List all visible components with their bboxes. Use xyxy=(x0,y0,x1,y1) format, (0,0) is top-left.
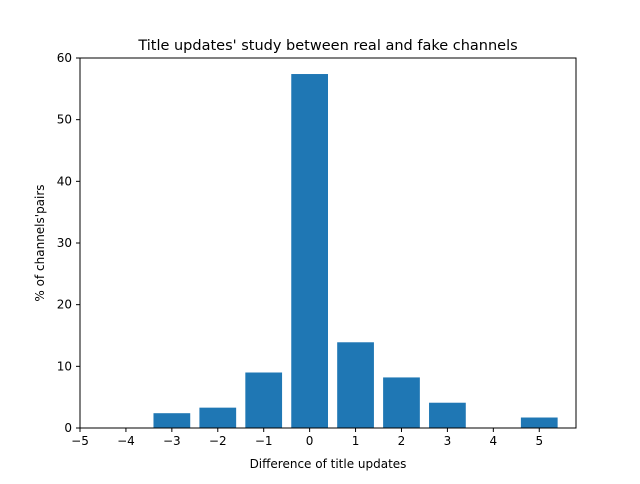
x-tick-label: 0 xyxy=(306,434,314,448)
y-axis-ticks: 0 10 20 30 40 50 60 xyxy=(57,51,80,435)
x-tick-label: 1 xyxy=(352,434,360,448)
x-tick-label: 5 xyxy=(535,434,543,448)
y-tick-label: 10 xyxy=(57,359,72,373)
chart-title: Title updates' study between real and fa… xyxy=(137,38,517,54)
bar-5 xyxy=(520,417,558,428)
x-tick-label: 3 xyxy=(444,434,452,448)
x-tick-label: −1 xyxy=(255,434,273,448)
bar-3 xyxy=(429,402,466,428)
y-tick-label: 20 xyxy=(57,298,72,312)
x-tick-label: −5 xyxy=(71,434,89,448)
y-tick-label: 50 xyxy=(57,113,72,127)
bar-1 xyxy=(337,342,374,428)
y-tick-label: 30 xyxy=(57,236,72,250)
bar-neg1 xyxy=(245,372,283,428)
bar-0 xyxy=(291,74,328,428)
x-tick-label: 2 xyxy=(398,434,406,448)
x-tick-label: 4 xyxy=(490,434,498,448)
bar-neg3 xyxy=(153,413,191,428)
bar-2 xyxy=(383,377,420,428)
x-tick-label: −4 xyxy=(117,434,135,448)
x-tick-label: −2 xyxy=(209,434,227,448)
y-tick-label: 40 xyxy=(57,174,72,188)
y-axis-label: % of channels'pairs xyxy=(33,184,47,301)
y-tick-label: 0 xyxy=(64,421,72,435)
bars-layer xyxy=(153,74,558,428)
bar-neg2 xyxy=(199,407,237,428)
x-axis-ticks: −5 −4 −3 −2 −1 0 1 2 3 4 5 xyxy=(71,428,543,448)
x-axis-label: Difference of title updates xyxy=(250,457,407,471)
x-tick-label: −3 xyxy=(163,434,181,448)
y-tick-label: 60 xyxy=(57,51,72,65)
